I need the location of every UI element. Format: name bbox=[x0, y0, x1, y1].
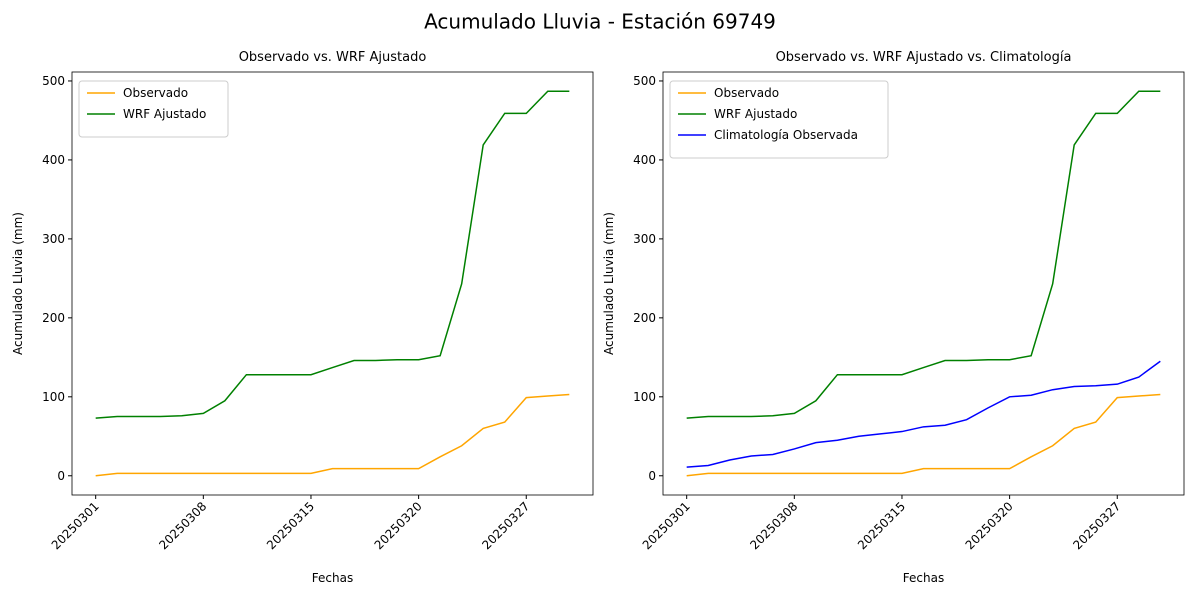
y-tick-label: 100 bbox=[42, 390, 65, 404]
series-line bbox=[95, 90, 570, 419]
legend-label: WRF Ajustado bbox=[123, 107, 206, 121]
subplot: Observado vs. WRF Ajustado Fechas Acumulad… bbox=[11, 50, 594, 585]
y-tick-label: 400 bbox=[42, 153, 65, 167]
y-tick-label: 500 bbox=[42, 74, 65, 88]
series-line bbox=[686, 393, 1161, 477]
series-line bbox=[686, 360, 1161, 468]
y-tick-label: 300 bbox=[42, 232, 65, 246]
x-axis-label: Fechas bbox=[312, 571, 353, 585]
x-tick-label: 20250320 bbox=[372, 499, 425, 552]
legend-label: Observado bbox=[123, 86, 188, 100]
y-tick-label: 0 bbox=[57, 469, 65, 483]
y-axis-label: Acumulado Lluvia (mm) bbox=[11, 212, 25, 355]
y-tick-label: 100 bbox=[633, 390, 656, 404]
legend-label: Climatología Observada bbox=[714, 128, 858, 142]
legend: Observado WRF Ajustado Climatología Observ… bbox=[669, 80, 889, 159]
y-tick-label: 500 bbox=[633, 74, 656, 88]
legend-box bbox=[78, 80, 229, 138]
y-tick-label: 400 bbox=[633, 153, 656, 167]
subplot-title: Observado vs. WRF Ajustado vs. Climatolo… bbox=[776, 50, 1072, 65]
series-line bbox=[95, 393, 570, 477]
subplot-title: Observado vs. WRF Ajustado bbox=[239, 50, 427, 65]
legend-label: Observado bbox=[714, 86, 779, 100]
subplot: Observado vs. WRF Ajustado vs. Climatolo… bbox=[602, 50, 1185, 585]
y-tick-label: 200 bbox=[633, 311, 656, 325]
legend-box bbox=[669, 80, 889, 159]
x-axis-label: Fechas bbox=[903, 571, 944, 585]
y-axis-label: Acumulado Lluvia (mm) bbox=[602, 212, 616, 355]
y-tick-label: 300 bbox=[633, 232, 656, 246]
x-tick-label: 20250301 bbox=[49, 499, 102, 552]
y-tick-label: 0 bbox=[648, 469, 656, 483]
x-tick-label: 20250308 bbox=[747, 499, 800, 552]
axes-frame bbox=[71, 71, 594, 496]
x-tick-label: 20250301 bbox=[640, 499, 693, 552]
x-tick-label: 20250315 bbox=[264, 499, 317, 552]
x-tick-label: 20250308 bbox=[156, 499, 209, 552]
legend: Observado WRF Ajustado bbox=[78, 80, 229, 138]
y-tick-label: 200 bbox=[42, 311, 65, 325]
x-tick-label: 20250327 bbox=[479, 499, 532, 552]
x-tick-label: 20250327 bbox=[1070, 499, 1123, 552]
figure-title: Acumulado Lluvia - Estación 69749 bbox=[424, 10, 776, 34]
x-tick-label: 20250320 bbox=[963, 499, 1016, 552]
axes-frame bbox=[662, 71, 1185, 496]
legend-label: WRF Ajustado bbox=[714, 107, 797, 121]
series-line bbox=[686, 90, 1161, 419]
x-tick-label: 20250315 bbox=[855, 499, 908, 552]
